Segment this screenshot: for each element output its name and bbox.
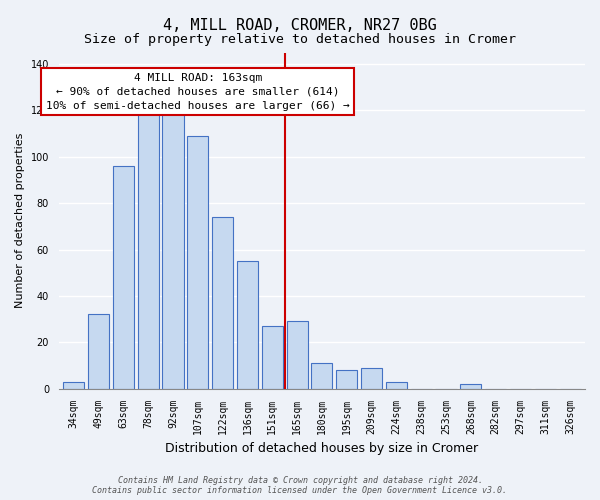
Bar xyxy=(113,166,134,388)
Bar xyxy=(336,370,357,388)
Bar xyxy=(361,368,382,388)
Bar xyxy=(187,136,208,388)
Bar xyxy=(137,80,158,388)
Bar xyxy=(311,363,332,388)
Bar xyxy=(88,314,109,388)
Bar xyxy=(262,326,283,388)
Text: 4, MILL ROAD, CROMER, NR27 0BG: 4, MILL ROAD, CROMER, NR27 0BG xyxy=(163,18,437,32)
X-axis label: Distribution of detached houses by size in Cromer: Distribution of detached houses by size … xyxy=(166,442,478,455)
Bar xyxy=(460,384,481,388)
Text: Contains HM Land Registry data © Crown copyright and database right 2024.
Contai: Contains HM Land Registry data © Crown c… xyxy=(92,476,508,495)
Y-axis label: Number of detached properties: Number of detached properties xyxy=(15,133,25,308)
Bar xyxy=(212,217,233,388)
Bar xyxy=(163,80,184,388)
Bar xyxy=(287,322,308,388)
Text: Size of property relative to detached houses in Cromer: Size of property relative to detached ho… xyxy=(84,32,516,46)
Text: 4 MILL ROAD: 163sqm
← 90% of detached houses are smaller (614)
10% of semi-detac: 4 MILL ROAD: 163sqm ← 90% of detached ho… xyxy=(46,73,350,111)
Bar xyxy=(237,261,258,388)
Bar xyxy=(63,382,84,388)
Bar xyxy=(386,382,407,388)
